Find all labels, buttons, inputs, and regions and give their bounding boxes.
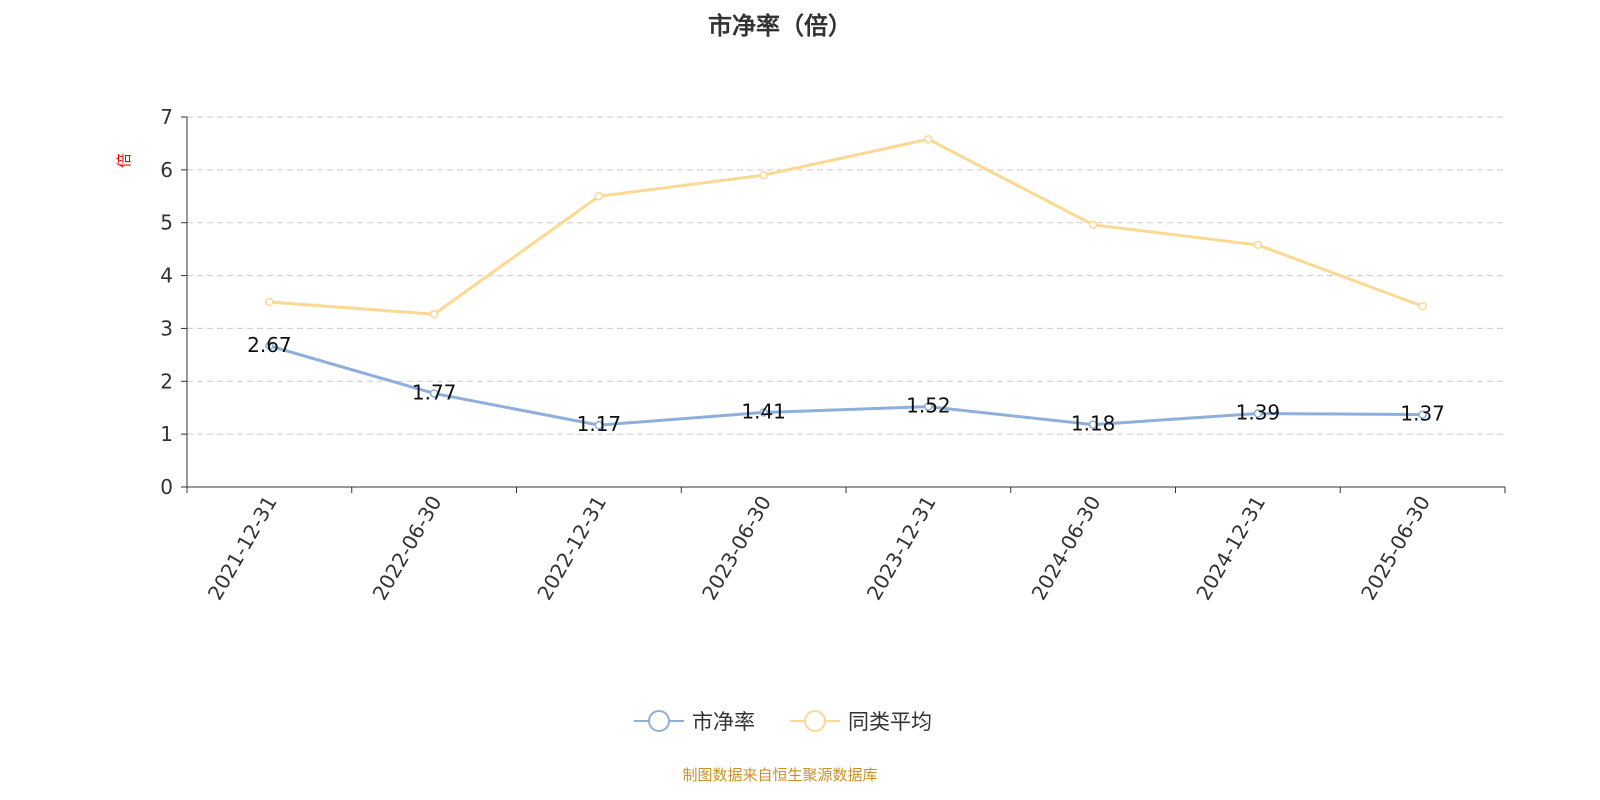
data-point xyxy=(265,297,274,307)
legend-marker-0 xyxy=(648,710,670,732)
y-tick-label: 2 xyxy=(160,369,173,393)
y-tick-label: 3 xyxy=(160,316,173,340)
data-point xyxy=(429,389,439,398)
data-point xyxy=(429,309,439,319)
y-tick-label: 0 xyxy=(160,475,173,499)
data-label: 1.17 xyxy=(577,412,622,436)
data-point xyxy=(594,420,604,430)
x-tick-label: 2022-06-30 xyxy=(368,492,447,605)
y-tick-label: 6 xyxy=(160,158,173,182)
source-footer: 制图数据来自恒生聚源数据库 xyxy=(682,766,878,784)
legend-label-0[interactable]: 市净率 xyxy=(692,710,755,734)
data-label: 1.18 xyxy=(1071,412,1116,436)
data-label: 1.52 xyxy=(906,394,951,418)
data-label: 1.39 xyxy=(1236,401,1281,425)
x-tick-label: 2025-06-30 xyxy=(1356,492,1435,605)
x-tick-label: 2023-06-30 xyxy=(697,492,776,605)
data-point xyxy=(759,170,768,180)
data-label: 1.41 xyxy=(741,399,786,423)
x-tick-label: 2022-12-31 xyxy=(532,492,611,605)
x-tick-label: 2021-12-31 xyxy=(203,492,282,605)
data-label: 2.67 xyxy=(247,333,292,357)
data-point xyxy=(594,192,604,201)
data-point xyxy=(924,134,933,144)
x-tick-label: 2024-12-31 xyxy=(1191,492,1270,605)
data-label: 1.77 xyxy=(412,380,457,404)
y-tick-label: 1 xyxy=(160,422,173,446)
series-line xyxy=(269,137,1424,316)
data-point xyxy=(1418,410,1427,419)
y-tick-label: 4 xyxy=(160,264,173,288)
data-point xyxy=(265,341,274,351)
data-point xyxy=(759,408,768,417)
data-point xyxy=(924,402,933,411)
y-tick-label: 7 xyxy=(160,105,173,129)
y-tick-label: 5 xyxy=(160,211,173,235)
x-tick-label: 2023-12-31 xyxy=(862,492,941,605)
chart-title: 市净率（倍） xyxy=(708,12,852,40)
data-label: 1.37 xyxy=(1400,402,1445,426)
data-point xyxy=(1088,220,1098,230)
data-point xyxy=(1088,420,1098,429)
legend-marker-1 xyxy=(804,710,826,732)
data-point xyxy=(1253,240,1263,250)
legend-label-1[interactable]: 同类平均 xyxy=(848,710,932,734)
series-line xyxy=(268,344,1423,427)
data-point xyxy=(1418,301,1427,311)
data-point xyxy=(1253,409,1263,418)
x-tick-label: 2024-06-30 xyxy=(1027,492,1106,605)
